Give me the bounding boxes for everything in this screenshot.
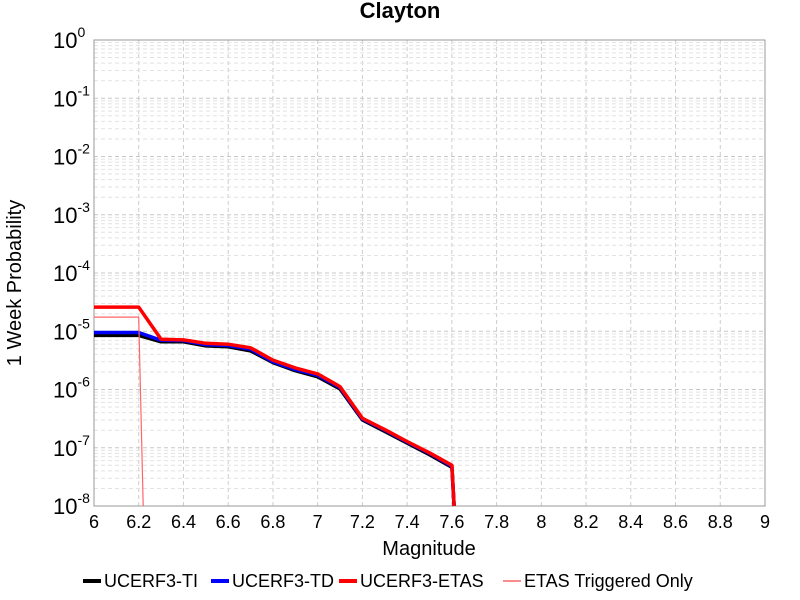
y-tick-label: 10-1 <box>53 82 90 111</box>
legend-label: UCERF3-TD <box>232 571 334 591</box>
legend-label: UCERF3-ETAS <box>360 571 484 591</box>
y-tick-label: 10-5 <box>53 315 90 344</box>
x-tick-label: 6.8 <box>260 512 285 532</box>
x-tick-label: 8.4 <box>618 512 643 532</box>
y-tick-label: 10-8 <box>53 490 90 519</box>
x-tick-label: 7.2 <box>350 512 375 532</box>
y-tick-label: 10-7 <box>53 432 90 461</box>
x-tick-label: 7.4 <box>395 512 420 532</box>
y-tick-label: 10-3 <box>53 199 90 228</box>
legend-label: ETAS Triggered Only <box>524 571 693 591</box>
x-tick-label: 7.8 <box>484 512 509 532</box>
x-tick-label: 8.2 <box>574 512 599 532</box>
y-tick-label: 10-4 <box>53 257 90 286</box>
y-tick-label: 10-2 <box>53 141 90 170</box>
y-tick-label: 10-6 <box>53 374 90 403</box>
x-tick-labels: 6 6.2 6.4 6.6 6.8 7 7.2 7.4 7.6 7.8 8 8.2 8.4 8.6 8.8 9 <box>89 512 770 532</box>
x-tick-label: 8 <box>536 512 546 532</box>
y-axis-label: 1 Week Probability <box>4 200 26 366</box>
grid-lines <box>94 40 765 506</box>
series-line-etas-triggered-only <box>94 316 144 507</box>
series-line-ucerf3-etas <box>94 305 456 507</box>
x-tick-label: 7 <box>313 512 323 532</box>
chart-title: Clayton <box>360 0 441 23</box>
series-layer <box>94 305 456 507</box>
x-axis-label: Magnitude <box>382 538 475 560</box>
y-tick-labels: 100 10-1 10-2 10-3 10-4 10-5 10-6 10-7 10-8 <box>53 24 90 519</box>
x-tick-label: 8.8 <box>708 512 733 532</box>
x-tick-label: 6.6 <box>216 512 241 532</box>
x-tick-label: 6.4 <box>171 512 196 532</box>
plot-frame <box>93 39 766 507</box>
x-tick-label: 7.6 <box>439 512 464 532</box>
legend-label: UCERF3-TI <box>104 571 198 591</box>
x-tick-label: 6 <box>89 512 99 532</box>
legend: UCERF3-TI UCERF3-TD UCERF3-ETAS ETAS Trigge… <box>83 571 693 591</box>
y-tick-label: 100 <box>53 24 85 53</box>
series-line-ucerf3-td <box>94 330 456 507</box>
x-tick-label: 6.2 <box>126 512 151 532</box>
x-tick-label: 8.6 <box>663 512 688 532</box>
x-tick-label: 9 <box>760 512 770 532</box>
